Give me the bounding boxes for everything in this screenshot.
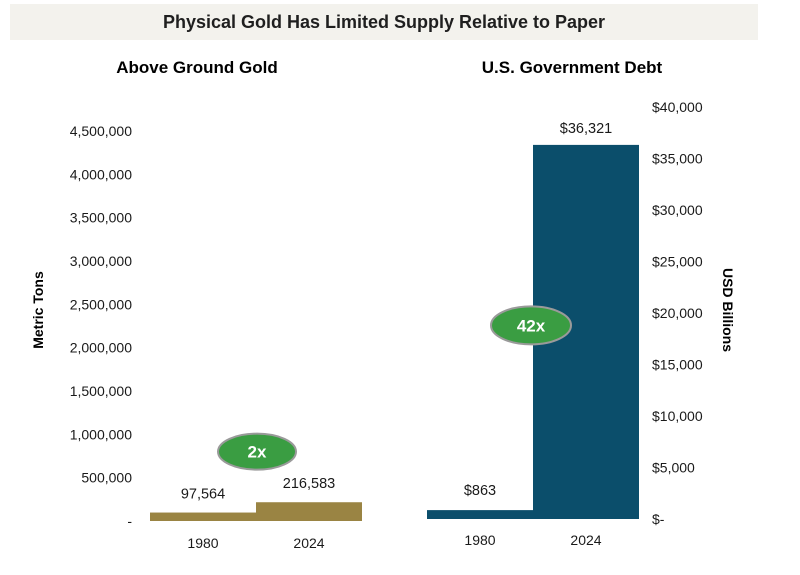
chart-title: Above Ground Gold xyxy=(116,58,278,77)
y-tick-label: - xyxy=(127,513,132,529)
y-tick-label: 2,500,000 xyxy=(70,296,132,312)
multiplier-badge-label: 42x xyxy=(517,316,546,335)
x-tick-label: 1980 xyxy=(464,532,495,548)
bar xyxy=(427,510,533,519)
y-tick-label: 500,000 xyxy=(81,470,132,486)
chart-title: U.S. Government Debt xyxy=(482,58,663,77)
y-axis-label: USD Billions xyxy=(720,268,736,352)
x-tick-label: 1980 xyxy=(187,535,218,551)
y-tick-label: 3,500,000 xyxy=(70,210,132,226)
bar xyxy=(256,502,362,521)
data-label: $863 xyxy=(464,483,496,499)
y-tick-label: $40,000 xyxy=(652,99,703,115)
y-tick-label: $5,000 xyxy=(652,460,695,476)
y-tick-label: $- xyxy=(652,511,665,527)
y-axis-label: Metric Tons xyxy=(30,271,46,349)
data-label: 216,583 xyxy=(283,476,335,492)
x-tick-label: 2024 xyxy=(293,535,324,551)
y-tick-label: $30,000 xyxy=(652,202,703,218)
data-label: 97,564 xyxy=(181,487,225,503)
y-tick-label: 1,500,000 xyxy=(70,383,132,399)
y-tick-label: 2,000,000 xyxy=(70,340,132,356)
multiplier-badge xyxy=(490,305,572,346)
y-tick-label: $15,000 xyxy=(652,357,703,373)
y-tick-label: 4,000,000 xyxy=(70,166,132,182)
bar xyxy=(150,512,256,521)
y-tick-label: 1,000,000 xyxy=(70,426,132,442)
x-tick-label: 2024 xyxy=(570,532,601,548)
multiplier-badge-label: 2x xyxy=(248,443,267,462)
y-tick-label: 4,500,000 xyxy=(70,123,132,139)
data-label: $36,321 xyxy=(560,121,612,137)
multiplier-badge xyxy=(217,432,297,471)
page-title: Physical Gold Has Limited Supply Relativ… xyxy=(10,4,758,40)
y-tick-label: $25,000 xyxy=(652,254,703,270)
y-tick-label: $20,000 xyxy=(652,305,703,321)
y-tick-label: 3,000,000 xyxy=(70,253,132,269)
y-tick-label: $10,000 xyxy=(652,408,703,424)
y-tick-label: $35,000 xyxy=(652,151,703,167)
